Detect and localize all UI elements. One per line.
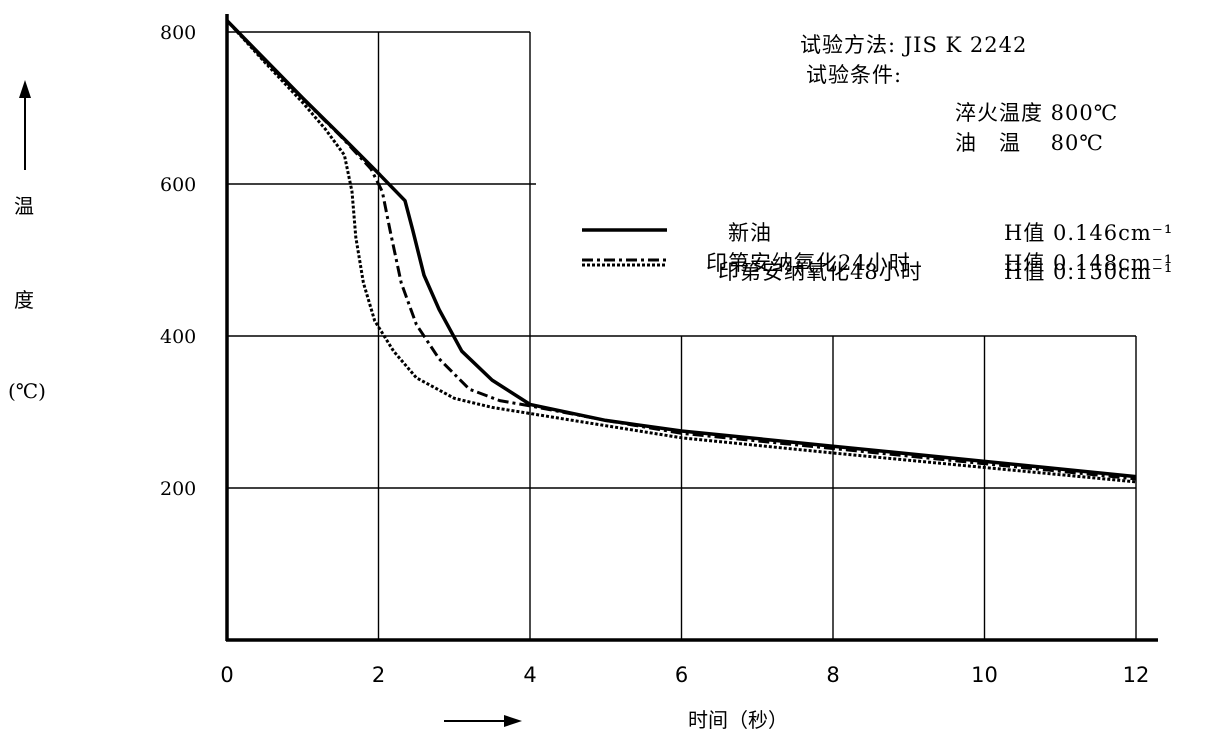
y-tick-label: 600 xyxy=(160,174,196,196)
y-tick-label: 200 xyxy=(160,478,196,500)
x-arrow-head-icon xyxy=(504,715,522,727)
series-lines xyxy=(225,19,1137,484)
grid-lines xyxy=(227,31,1137,640)
x-tick-label: 6 xyxy=(675,663,688,687)
x-axis-title-text: 时间（秒） xyxy=(688,708,788,731)
series-line-2 xyxy=(225,19,1137,481)
x-tick-label: 2 xyxy=(372,663,385,687)
info-oil-temp: 油 温 80℃ xyxy=(955,131,1104,155)
info-conditions: 试验条件: xyxy=(806,63,902,87)
legend-label-48h: 印第安纳氧化48小时 xyxy=(718,260,923,284)
y-axis-title-char-2: 度 xyxy=(14,288,34,312)
legend-hvalue-24h: H值 0.148cm⁻¹ xyxy=(1004,251,1173,275)
x-tick-label: 0 xyxy=(220,663,233,687)
legend-hvalue-new-oil: H值 0.146cm⁻¹ xyxy=(1004,221,1173,245)
axes xyxy=(225,14,1158,642)
tick-labels: 200 400 600 800 0 2 4 6 8 10 12 xyxy=(160,22,1149,687)
y-tick-label: 400 xyxy=(160,326,196,348)
y-axis-title: 温 度 (℃) xyxy=(8,80,46,403)
info-method: 试验方法: JIS K 2242 xyxy=(800,33,1027,57)
y-arrow-head-icon xyxy=(19,80,31,98)
legend-label-24h: 印第安纳氧化24小时 xyxy=(706,251,911,275)
x-tick-label: 4 xyxy=(523,663,536,687)
y-axis-title-char-1: 温 xyxy=(14,194,34,218)
legend: 新油 H值 0.146cm⁻¹ 印第安纳氧化24小时 H值 0.148cm⁻¹ … xyxy=(582,221,1173,284)
x-tick-label: 10 xyxy=(971,663,998,687)
y-axis-title-unit: (℃) xyxy=(8,379,46,403)
x-tick-label: 12 xyxy=(1123,663,1150,687)
y-tick-label: 800 xyxy=(160,22,196,44)
series-line-1 xyxy=(225,19,1137,479)
series-line-3 xyxy=(225,19,1137,484)
info-quench-temp: 淬火温度 800℃ xyxy=(955,101,1118,125)
legend-hvalue-48h: H值 0.150cm⁻¹ xyxy=(1004,260,1173,284)
x-axis-title: 时间（秒） xyxy=(444,708,788,731)
legend-label-new-oil: 新油 xyxy=(728,221,772,245)
x-tick-label: 8 xyxy=(826,663,839,687)
